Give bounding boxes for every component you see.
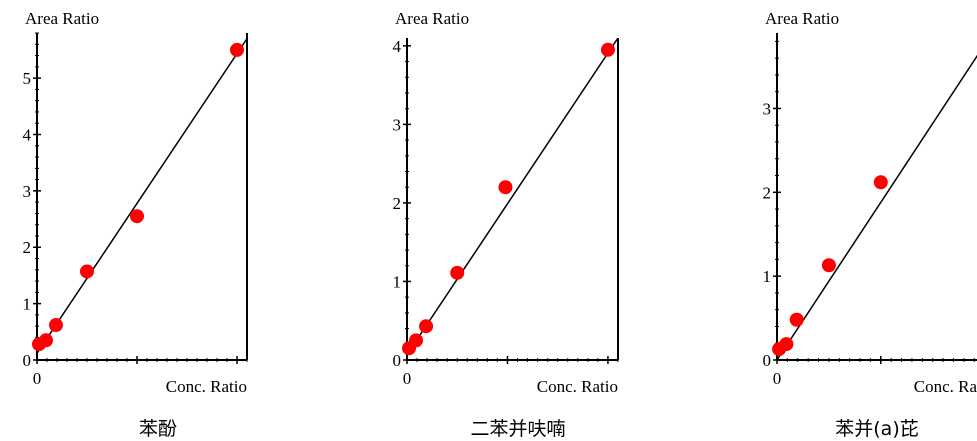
data-point: [130, 209, 144, 224]
y-tick-label: 3: [393, 115, 402, 134]
data-point: [39, 333, 53, 348]
y-axis-title: Area Ratio: [395, 9, 469, 28]
fit-line: [37, 38, 248, 354]
y-tick-label: 3: [763, 99, 772, 118]
x-tick-label: 0: [33, 369, 42, 388]
data-point: [49, 318, 63, 333]
fit-line: [777, 54, 977, 361]
y-axis-title: Area Ratio: [765, 9, 839, 28]
y-tick-label: 1: [23, 295, 32, 314]
chart-panel-phenol: 0 1 2 3 4 5 0 Area Ratio Conc. Ratio: [23, 9, 248, 396]
caption-benzo-a-pyrene: 苯并(a)芘: [835, 418, 919, 440]
data-point: [779, 337, 794, 352]
y-tick-label: 1: [393, 272, 402, 291]
x-tick-label: 0: [773, 369, 782, 388]
x-tick-label: 0: [403, 369, 412, 388]
fit-line: [407, 38, 619, 355]
chart-panel-benzo-a-pyrene: 0 1 2 3 0 Area Ratio Conc. Ratio: [763, 9, 977, 396]
y-tick-label: 4: [393, 37, 402, 56]
y-tick-label: 0: [23, 351, 32, 370]
y-tick-label: 2: [23, 238, 32, 257]
data-point: [789, 312, 804, 327]
data-point: [498, 180, 513, 195]
x-axis-title: Conc. Ratio: [166, 377, 247, 396]
y-tick-label: 0: [393, 351, 402, 370]
data-point: [80, 264, 94, 279]
x-axis-title: Conc. Ratio: [914, 377, 977, 396]
caption-dibenzofuran: 二苯并呋喃: [470, 418, 566, 440]
y-tick-label: 4: [23, 125, 32, 144]
x-axis-title: Conc. Ratio: [537, 377, 618, 396]
data-point: [409, 333, 424, 348]
data-point: [873, 175, 888, 190]
y-axis-title: Area Ratio: [25, 9, 99, 28]
caption-phenol: 苯酚: [138, 418, 177, 440]
data-point: [419, 319, 434, 334]
y-tick-label: 1: [763, 267, 772, 286]
y-tick-label: 0: [763, 351, 772, 370]
y-tick-label: 2: [393, 194, 402, 213]
y-tick-label: 3: [23, 182, 32, 201]
chart-panel-dibenzofuran: 0 1 2 3 4 0 Area Ratio Conc. Ratio: [393, 9, 619, 396]
data-point: [450, 265, 465, 280]
data-point: [821, 258, 836, 273]
data-point: [230, 42, 244, 57]
y-tick-label: 2: [763, 183, 772, 202]
y-tick-label: 5: [23, 69, 32, 88]
data-point: [600, 42, 615, 57]
